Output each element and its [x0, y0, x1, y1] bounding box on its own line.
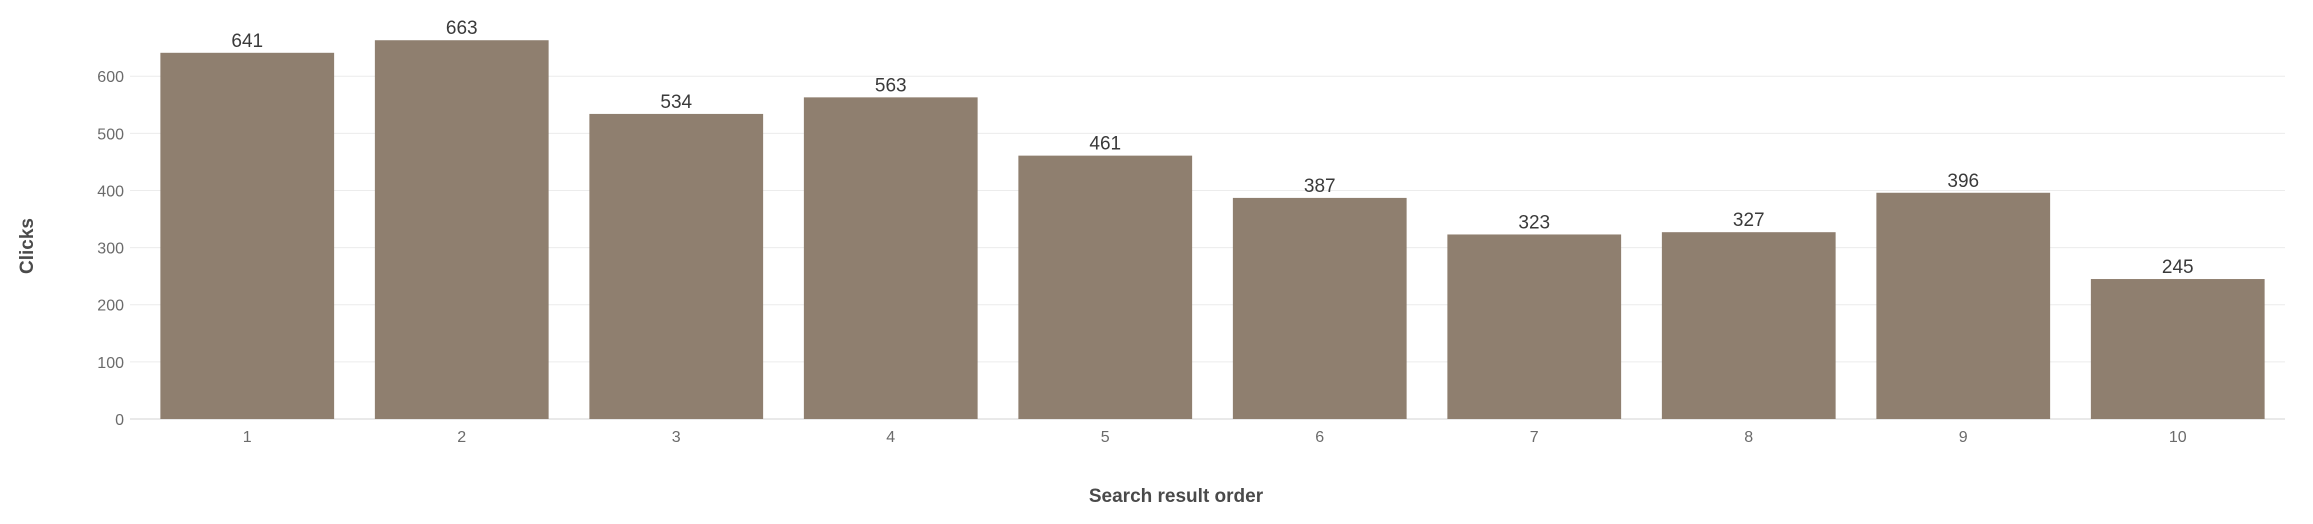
bar-value-label: 461: [1089, 134, 1121, 155]
y-tick-label: 100: [97, 355, 124, 372]
y-tick-label: 0: [115, 412, 124, 429]
x-tick-label: 5: [1101, 429, 1110, 446]
bar: [1876, 192, 2051, 419]
x-axis-ticks: 1 2 3 4 5 6 7 8 9 10: [243, 429, 2187, 446]
x-tick-label: 3: [672, 429, 681, 446]
x-tick-label: 9: [1959, 429, 1968, 446]
y-tick-label: 300: [97, 241, 124, 258]
bar: [1447, 234, 1622, 419]
bar: [160, 52, 335, 420]
bar-value-label: 387: [1304, 176, 1336, 197]
bar: [1018, 155, 1193, 419]
x-tick-label: 8: [1744, 429, 1753, 446]
x-tick-label: 6: [1315, 429, 1324, 446]
x-axis-title: Search result order: [1089, 486, 1264, 507]
y-tick-label: 600: [97, 69, 124, 86]
bar: [589, 113, 764, 420]
y-tick-label: 400: [97, 183, 124, 200]
y-tick-label: 200: [97, 298, 124, 315]
x-tick-label: 2: [457, 429, 466, 446]
bar: [1661, 232, 1836, 419]
bar-value-label: 563: [875, 75, 907, 96]
x-tick-label: 1: [243, 429, 252, 446]
bar-value-label: 327: [1733, 210, 1765, 231]
bar-value-label: 663: [446, 18, 478, 39]
x-tick-label: 7: [1530, 429, 1539, 446]
x-tick-label: 4: [886, 429, 895, 446]
x-tick-label: 10: [2169, 429, 2187, 446]
bar: [803, 97, 978, 420]
bar-value-label: 396: [1947, 171, 1979, 192]
bar: [374, 40, 549, 420]
bar-value-label: 641: [231, 31, 263, 52]
bar: [1232, 197, 1407, 419]
bar-value-label: 534: [660, 92, 692, 113]
y-axis-title: Clicks: [17, 218, 38, 274]
data-labels: 641 663 534 563 461 387 323 327 396 245: [231, 18, 2193, 278]
bar: [2090, 279, 2265, 419]
bar-value-label: 245: [2162, 257, 2194, 278]
bars: [160, 40, 2265, 420]
y-tick-label: 500: [97, 126, 124, 143]
y-axis-ticks: 0 100 200 300 400 500 600: [97, 69, 124, 429]
bar-value-label: 323: [1518, 212, 1550, 233]
